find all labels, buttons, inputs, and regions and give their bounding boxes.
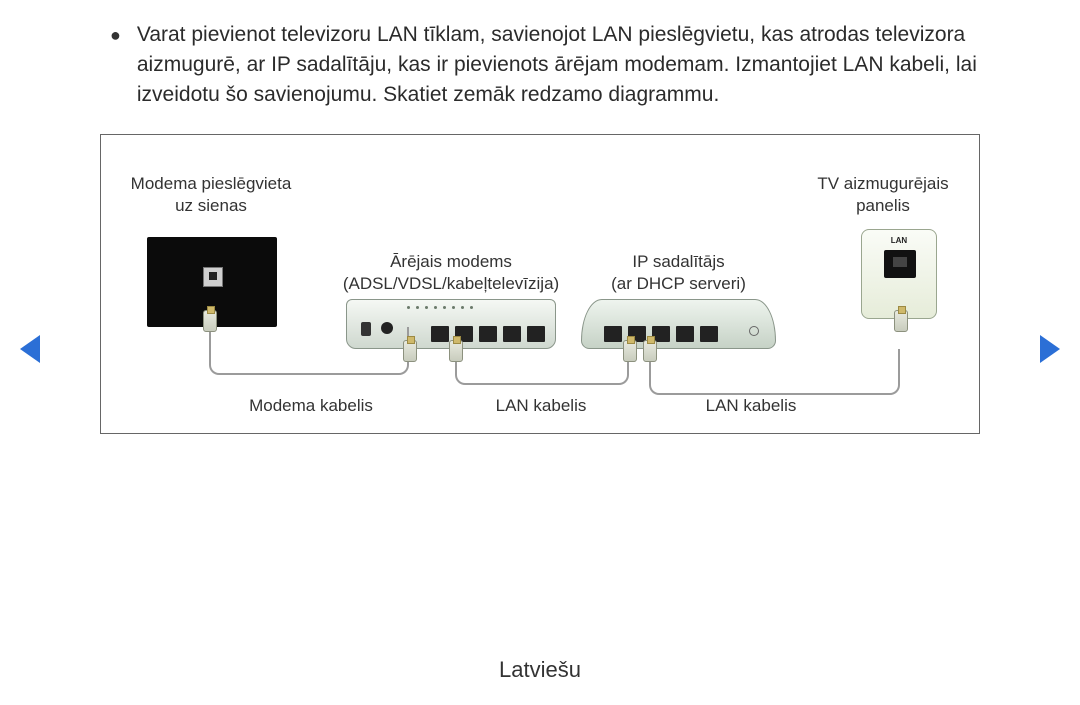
wall-port-label-line2: uz sienas xyxy=(175,196,247,215)
router-label-line2: (ar DHCP serveri) xyxy=(611,274,746,293)
cable-plug-icon xyxy=(623,340,637,362)
tv-lan-port-label: LAN xyxy=(862,236,936,245)
wall-port-label: Modema pieslēgvieta uz sienas xyxy=(121,173,301,217)
prev-page-arrow[interactable] xyxy=(20,335,40,363)
tv-lan-port-icon xyxy=(884,250,916,278)
next-page-arrow[interactable] xyxy=(1040,335,1060,363)
tv-panel-label-line2: panelis xyxy=(856,196,910,215)
cable3-label: LAN kabelis xyxy=(671,395,831,417)
ip-sharer-graphic xyxy=(581,299,776,349)
lan-cable-2-line xyxy=(649,349,900,395)
modem-cable-line xyxy=(209,327,409,375)
page-content: ● Varat pievienot televizoru LAN tīklam,… xyxy=(100,20,980,434)
instruction-bullet: ● Varat pievienot televizoru LAN tīklam,… xyxy=(100,20,980,110)
wall-rj45-port-icon xyxy=(203,267,223,287)
modem-label: Ārējais modems (ADSL/VDSL/kabeļtelevīzij… xyxy=(336,251,566,295)
cable-plug-icon xyxy=(449,340,463,362)
lan-cable-1-line xyxy=(455,349,629,385)
modem-label-line2: (ADSL/VDSL/kabeļtelevīzija) xyxy=(343,274,559,293)
cable-plug-icon xyxy=(894,310,908,332)
tv-panel-label-line1: TV aizmugurējais xyxy=(817,174,948,193)
cable-plug-icon xyxy=(643,340,657,362)
instruction-text: Varat pievienot televizoru LAN tīklam, s… xyxy=(137,20,980,110)
modem-label-line1: Ārējais modems xyxy=(390,252,512,271)
cable1-label: Modema kabelis xyxy=(231,395,391,417)
cable-plug-icon xyxy=(403,340,417,362)
wall-port-label-line1: Modema pieslēgvieta xyxy=(131,174,292,193)
router-label-line1: IP sadalītājs xyxy=(632,252,724,271)
router-label: IP sadalītājs (ar DHCP serveri) xyxy=(581,251,776,295)
bullet-icon: ● xyxy=(100,20,121,50)
tv-panel-label: TV aizmugurējais panelis xyxy=(803,173,963,217)
connection-diagram: Modema pieslēgvieta uz sienas Ārējais mo… xyxy=(100,134,980,434)
page-language-footer: Latviešu xyxy=(0,657,1080,683)
cable2-label: LAN kabelis xyxy=(461,395,621,417)
cable-plug-icon xyxy=(203,310,217,332)
